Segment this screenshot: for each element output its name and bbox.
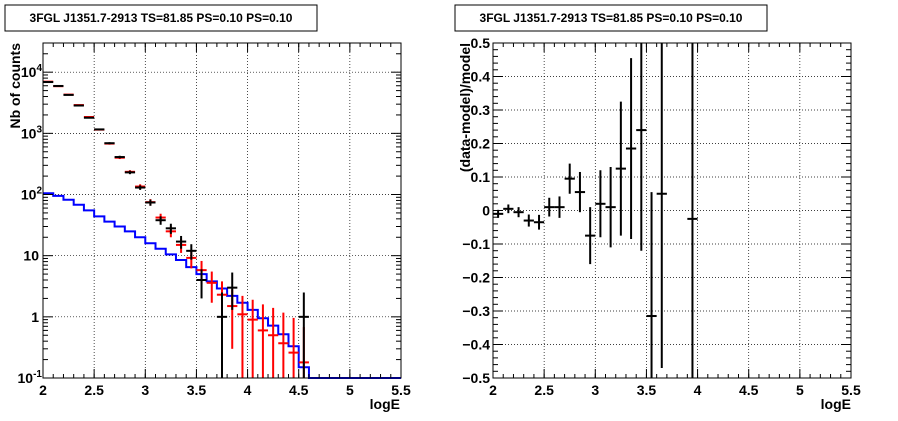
residual-y-tick-label: −0.1: [462, 236, 490, 252]
model-points-series: [43, 80, 309, 378]
counts-x-tick-label: 2: [39, 382, 47, 398]
counts-x-label: logE: [370, 396, 400, 412]
residual-y-tick-label: −0.5: [462, 370, 490, 386]
counts-y-tick-label: 1: [31, 309, 39, 325]
counts-x-tick-label: 3: [141, 382, 149, 398]
residual-y-tick-label: 0.5: [471, 35, 491, 51]
counts-y-tick-label: 10: [23, 248, 39, 264]
counts-x-tick-label: 4: [244, 382, 252, 398]
counts-y-tick-label: 10-1: [18, 369, 43, 386]
residual-plot-frame: [492, 42, 852, 379]
counts-y-tick-label: 102: [21, 186, 43, 203]
residual-title: 3FGL J1351.7-2913 TS=81.85 PS=0.10 PS=0.…: [480, 11, 743, 25]
residual-x-tick-label: 3: [591, 382, 599, 398]
residual-y-tick-label: −0.3: [462, 303, 490, 319]
residual-title-box: [454, 4, 768, 32]
residual-y-tick-label: 0.3: [471, 102, 491, 118]
residual-y-tick-label: −0.2: [462, 270, 490, 286]
counts-title: 3FGL J1351.7-2913 TS=81.85 PS=0.10 PS=0.…: [30, 11, 293, 25]
data-points-series: [43, 81, 309, 378]
residual-y-tick-label: 0.4: [471, 69, 491, 85]
residual-y-label: (data-model)/model: [457, 43, 473, 172]
residual-y-tick-label: 0.2: [471, 136, 491, 152]
residual-x-tick-label: 5.5: [841, 382, 861, 398]
residual-points-series: [493, 43, 698, 378]
residual-y-tick-label: −0.4: [462, 337, 490, 353]
counts-y-tick-label: 103: [21, 124, 43, 141]
residual-x-tick-label: 2.5: [534, 382, 554, 398]
counts-title-box: [4, 4, 318, 32]
residual-x-label: logE: [821, 396, 851, 412]
residual-y-tick-label: 0.1: [471, 169, 491, 185]
counts-y-tick-label: 104: [21, 63, 43, 80]
counts-panel: 3FGL J1351.7-2913 TS=81.85 PS=0.10 PS=0.…: [4, 4, 411, 412]
counts-x-tick-label: 4.5: [289, 382, 309, 398]
counts-x-tick-label: 5.5: [391, 382, 411, 398]
counts-x-tick-label: 2.5: [84, 382, 104, 398]
counts-x-tick-label: 5: [346, 382, 354, 398]
residual-x-tick-label: 2: [489, 382, 497, 398]
residual-x-tick-label: 3.5: [637, 382, 657, 398]
residual-x-tick-label: 4: [694, 382, 702, 398]
residual-y-tick-label: 0: [482, 203, 490, 219]
counts-plot-frame: [42, 42, 402, 379]
residual-panel: 3FGL J1351.7-2913 TS=81.85 PS=0.10 PS=0.…: [454, 4, 861, 412]
counts-y-label: Nb of counts: [7, 43, 23, 129]
residual-x-tick-label: 5: [796, 382, 804, 398]
counts-x-tick-label: 3.5: [187, 382, 207, 398]
residual-x-tick-label: 4.5: [739, 382, 759, 398]
